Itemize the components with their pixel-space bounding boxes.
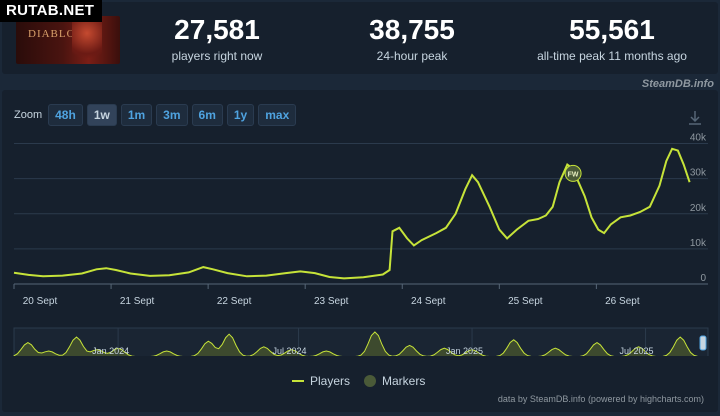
navigator-tick-label: Jan 2025	[446, 346, 483, 356]
zoom-6m-button[interactable]: 6m	[191, 104, 223, 126]
legend-item-players[interactable]: Players	[292, 374, 350, 388]
players-chart[interactable]: 0 10k 20k 30k 40k 20 Sept 21 Sept 22 Sept 23 Se…	[2, 126, 718, 356]
x-tick-label: 22 Sept	[217, 296, 252, 307]
y-tick-label: 30k	[690, 168, 707, 179]
stat-value: 27,581	[174, 14, 260, 45]
y-tick-label: 0	[700, 273, 706, 284]
stat-value: 38,755	[369, 14, 455, 45]
highcharts-credit[interactable]: data by SteamDB.info (powered by highcha…	[497, 394, 704, 404]
y-axis-ticks: 0 10k 20k 30k 40k	[690, 133, 707, 284]
stat-label: players right now	[171, 49, 263, 63]
zoom-48h-button[interactable]: 48h	[48, 104, 83, 126]
stat-label: all-time peak 11 months ago	[537, 49, 687, 63]
stat-label: 24-hour peak	[376, 49, 448, 63]
y-tick-label: 20k	[690, 203, 707, 214]
series-line-players	[13, 147, 691, 280]
steamdb-credit[interactable]: SteamDB.info	[641, 78, 714, 90]
legend-item-markers[interactable]: Markers	[364, 374, 425, 388]
chart-panel: Zoom 48h 1w 1m 3m 6m 1y max 0 10k 20k 30k 40…	[2, 90, 718, 412]
x-tick-label: 26 Sept	[605, 296, 640, 307]
y-tick-label: 40k	[690, 133, 707, 144]
game-art	[72, 20, 102, 64]
navigator-tick-label: Jul 2024	[273, 346, 307, 356]
x-axis-ticks: 20 Sept 21 Sept 22 Sept 23 Sept 24 Sept 25 Se…	[13, 283, 708, 307]
marker-label: FW	[568, 171, 579, 178]
legend-label: Players	[310, 374, 351, 388]
legend-label: Markers	[382, 374, 426, 388]
navigator: Jan 2024 Jul 2024 Jan 2025 Jul 2025	[13, 327, 709, 356]
legend-dot-swatch	[364, 375, 377, 387]
navigator-tick-label: Jul 2025	[620, 346, 654, 356]
game-thumbnail[interactable]: DIABLO IV	[16, 16, 120, 64]
chart-grid	[14, 143, 708, 285]
zoom-label: Zoom	[14, 109, 43, 121]
x-tick-label: 24 Sept	[411, 296, 446, 307]
zoom-1y-button[interactable]: 1y	[226, 104, 255, 126]
stat-all-time-peak: 55,561 all-time peak 11 months ago	[527, 14, 697, 63]
watermark: RUTAB.NET	[0, 0, 103, 22]
zoom-max-button[interactable]: max	[258, 104, 297, 126]
navigator-series	[13, 331, 700, 356]
y-tick-label: 10k	[690, 238, 707, 249]
x-tick-label: 25 Sept	[508, 296, 543, 307]
download-icon[interactable]	[688, 110, 702, 131]
marker-dot	[564, 164, 582, 182]
navigator-handle	[699, 335, 707, 351]
chart-markers: FW	[564, 164, 582, 182]
stat-value: 55,561	[569, 14, 655, 45]
navigator-tick-label: Jan 2024	[92, 346, 129, 356]
stats-panel: DIABLO IV 27,581 players right now 38,75…	[2, 2, 718, 74]
stat-current-players: 27,581 players right now	[162, 14, 272, 63]
chart-legend: Players Markers	[292, 374, 439, 388]
zoom-3m-button[interactable]: 3m	[156, 104, 188, 126]
legend-line-swatch	[292, 380, 304, 382]
x-tick-label: 23 Sept	[314, 296, 349, 307]
stat-24h-peak: 38,755 24-hour peak	[347, 14, 477, 63]
x-tick-label: 20 Sept	[23, 296, 58, 307]
zoom-controls: Zoom 48h 1w 1m 3m 6m 1y max	[14, 104, 300, 126]
zoom-1w-button[interactable]: 1w	[86, 104, 117, 126]
x-tick-label: 21 Sept	[120, 296, 155, 307]
zoom-1m-button[interactable]: 1m	[120, 104, 153, 126]
